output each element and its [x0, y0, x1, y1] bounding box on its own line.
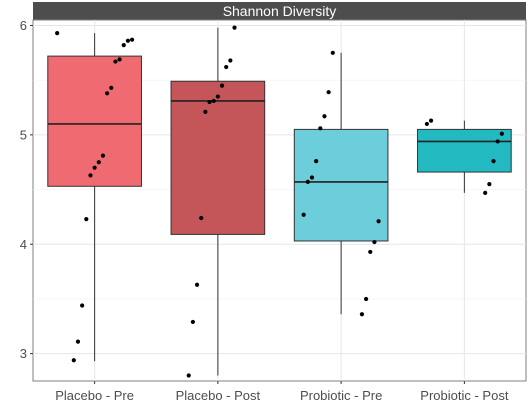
data-point	[207, 99, 212, 105]
box-2	[293, 52, 389, 315]
data-points	[55, 25, 504, 378]
data-point	[309, 175, 315, 180]
data-point	[372, 239, 377, 245]
data-point	[219, 83, 225, 88]
data-point	[121, 43, 126, 48]
data-point	[211, 98, 216, 104]
data-point	[100, 153, 106, 158]
data-point	[96, 160, 101, 165]
boxes	[47, 27, 512, 376]
data-point	[92, 165, 97, 170]
data-point	[109, 85, 114, 90]
data-point	[424, 121, 430, 127]
box-3	[417, 120, 512, 193]
data-point	[305, 179, 310, 185]
box-body	[293, 128, 389, 242]
data-point	[228, 58, 233, 63]
data-point	[194, 282, 200, 287]
strip-header	[33, 2, 526, 20]
y-tick-label: 4	[20, 237, 27, 252]
data-point	[322, 114, 327, 119]
data-point	[326, 90, 331, 95]
data-point	[88, 173, 93, 178]
data-point	[75, 339, 81, 344]
data-point	[113, 59, 118, 64]
data-point	[428, 118, 434, 123]
data-point	[368, 249, 373, 255]
data-point	[483, 190, 488, 195]
data-point	[364, 296, 369, 302]
data-point	[224, 64, 229, 70]
data-point	[301, 212, 306, 217]
x-tick-label: Probiotic - Post	[420, 388, 509, 403]
data-point	[190, 319, 195, 325]
box-body	[170, 80, 266, 235]
data-point	[359, 312, 365, 317]
data-point	[318, 126, 323, 131]
data-point	[491, 159, 496, 164]
x-tick-label: Placebo - Pre	[55, 388, 134, 403]
data-point	[71, 358, 76, 363]
data-point	[80, 303, 85, 308]
data-point	[117, 57, 122, 62]
data-point	[199, 215, 204, 221]
data-point	[125, 38, 131, 43]
y-tick-label: 5	[20, 127, 27, 142]
chart-title: Shannon Diversity	[223, 3, 337, 19]
data-point	[55, 31, 60, 36]
box-body	[47, 55, 142, 187]
data-point	[129, 37, 135, 42]
data-point	[314, 159, 319, 164]
data-point	[215, 94, 220, 99]
box-0	[47, 33, 142, 362]
box-1	[170, 27, 266, 376]
data-point	[499, 131, 504, 136]
data-point	[330, 50, 335, 55]
x-tick-label: Probiotic - Pre	[300, 388, 382, 403]
data-point	[487, 181, 492, 187]
data-point	[232, 25, 237, 30]
data-point	[84, 216, 89, 222]
y-tick-label: 6	[20, 18, 27, 33]
data-point	[186, 373, 191, 378]
x-tick-label: Placebo - Post	[176, 388, 261, 403]
data-point	[376, 219, 381, 224]
data-point	[495, 139, 500, 144]
axes: 3 4 5 6 Placebo - Pre Placebo - Post Probiotic…	[20, 18, 509, 403]
data-point	[203, 109, 208, 114]
y-tick-label: 3	[20, 346, 27, 361]
data-point	[105, 91, 110, 96]
box-body	[417, 128, 512, 173]
